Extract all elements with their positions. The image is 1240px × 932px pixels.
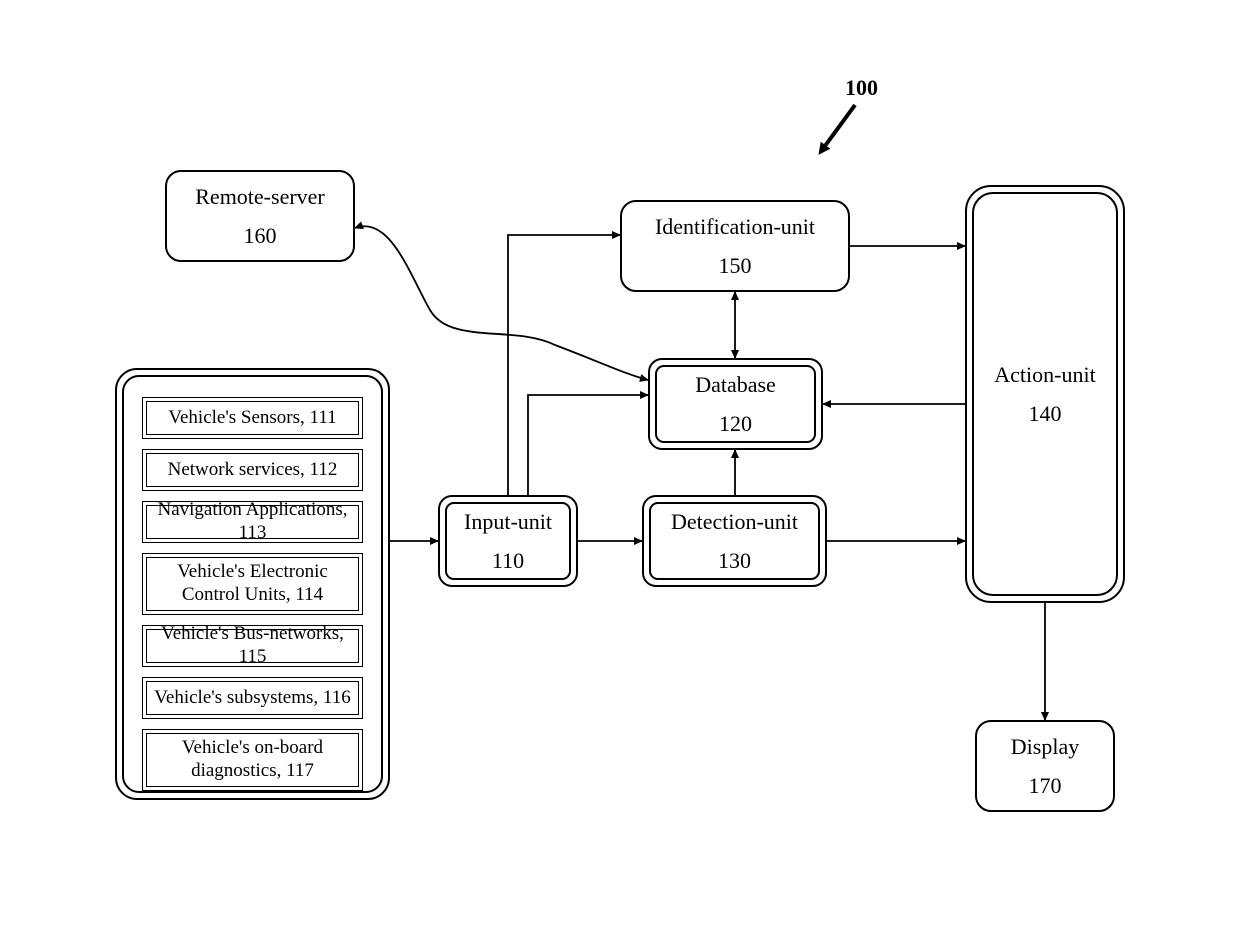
edge-input-to-identification (508, 235, 620, 495)
node-identification-unit-label: Identification-unit (655, 213, 815, 241)
source-item: Vehicle's Electronic Control Units, 114 (142, 553, 363, 615)
source-item: Vehicle's subsystems, 116 (142, 677, 363, 719)
node-display-label: Display (1011, 733, 1079, 761)
node-action-unit: Action-unit 140 (965, 185, 1125, 603)
diagram-reference-text: 100 (845, 75, 878, 100)
node-input-unit-label: Input-unit (464, 508, 552, 536)
source-item: Vehicle's Sensors, 111 (142, 397, 363, 439)
sources-container: Vehicle's Sensors, 111 Network services, … (115, 368, 390, 800)
node-remote-server-number: 160 (244, 222, 277, 250)
node-remote-server-label: Remote-server (195, 183, 325, 211)
node-display: Display 170 (975, 720, 1115, 812)
node-action-unit-label: Action-unit (994, 361, 1095, 389)
source-item: Network services, 112 (142, 449, 363, 491)
node-database-number: 120 (719, 410, 752, 438)
node-identification-unit: Identification-unit 150 (620, 200, 850, 292)
edge-input-to-database (528, 395, 648, 495)
node-detection-unit-number: 130 (718, 547, 751, 575)
source-item-label: Vehicle's Sensors, 111 (168, 407, 336, 430)
source-item-label: Vehicle's subsystems, 116 (154, 687, 350, 710)
node-action-unit-number: 140 (1029, 400, 1062, 428)
source-item-label: Navigation Applications, 113 (153, 499, 352, 545)
node-input-unit: Input-unit 110 (438, 495, 578, 587)
node-database-label: Database (695, 371, 776, 399)
source-item: Navigation Applications, 113 (142, 501, 363, 543)
source-item-label: Vehicle's Electronic Control Units, 114 (177, 561, 328, 607)
diagram-label-arrow (822, 105, 855, 150)
node-database: Database 120 (648, 358, 823, 450)
source-item: Vehicle's on-board diagnostics, 117 (142, 729, 363, 791)
node-identification-unit-number: 150 (719, 252, 752, 280)
source-item-label: Vehicle's on-board diagnostics, 117 (182, 737, 323, 783)
node-remote-server: Remote-server 160 (165, 170, 355, 262)
source-item-label: Vehicle's Bus-networks, 115 (153, 623, 352, 669)
source-item: Vehicle's Bus-networks, 115 (142, 625, 363, 667)
node-detection-unit: Detection-unit 130 (642, 495, 827, 587)
node-display-number: 170 (1029, 772, 1062, 800)
source-item-label: Network services, 112 (168, 459, 338, 482)
edge-remote-to-database (355, 226, 648, 380)
node-detection-unit-label: Detection-unit (671, 508, 798, 536)
node-input-unit-number: 110 (492, 547, 524, 575)
diagram-reference-label: 100 (845, 75, 878, 101)
